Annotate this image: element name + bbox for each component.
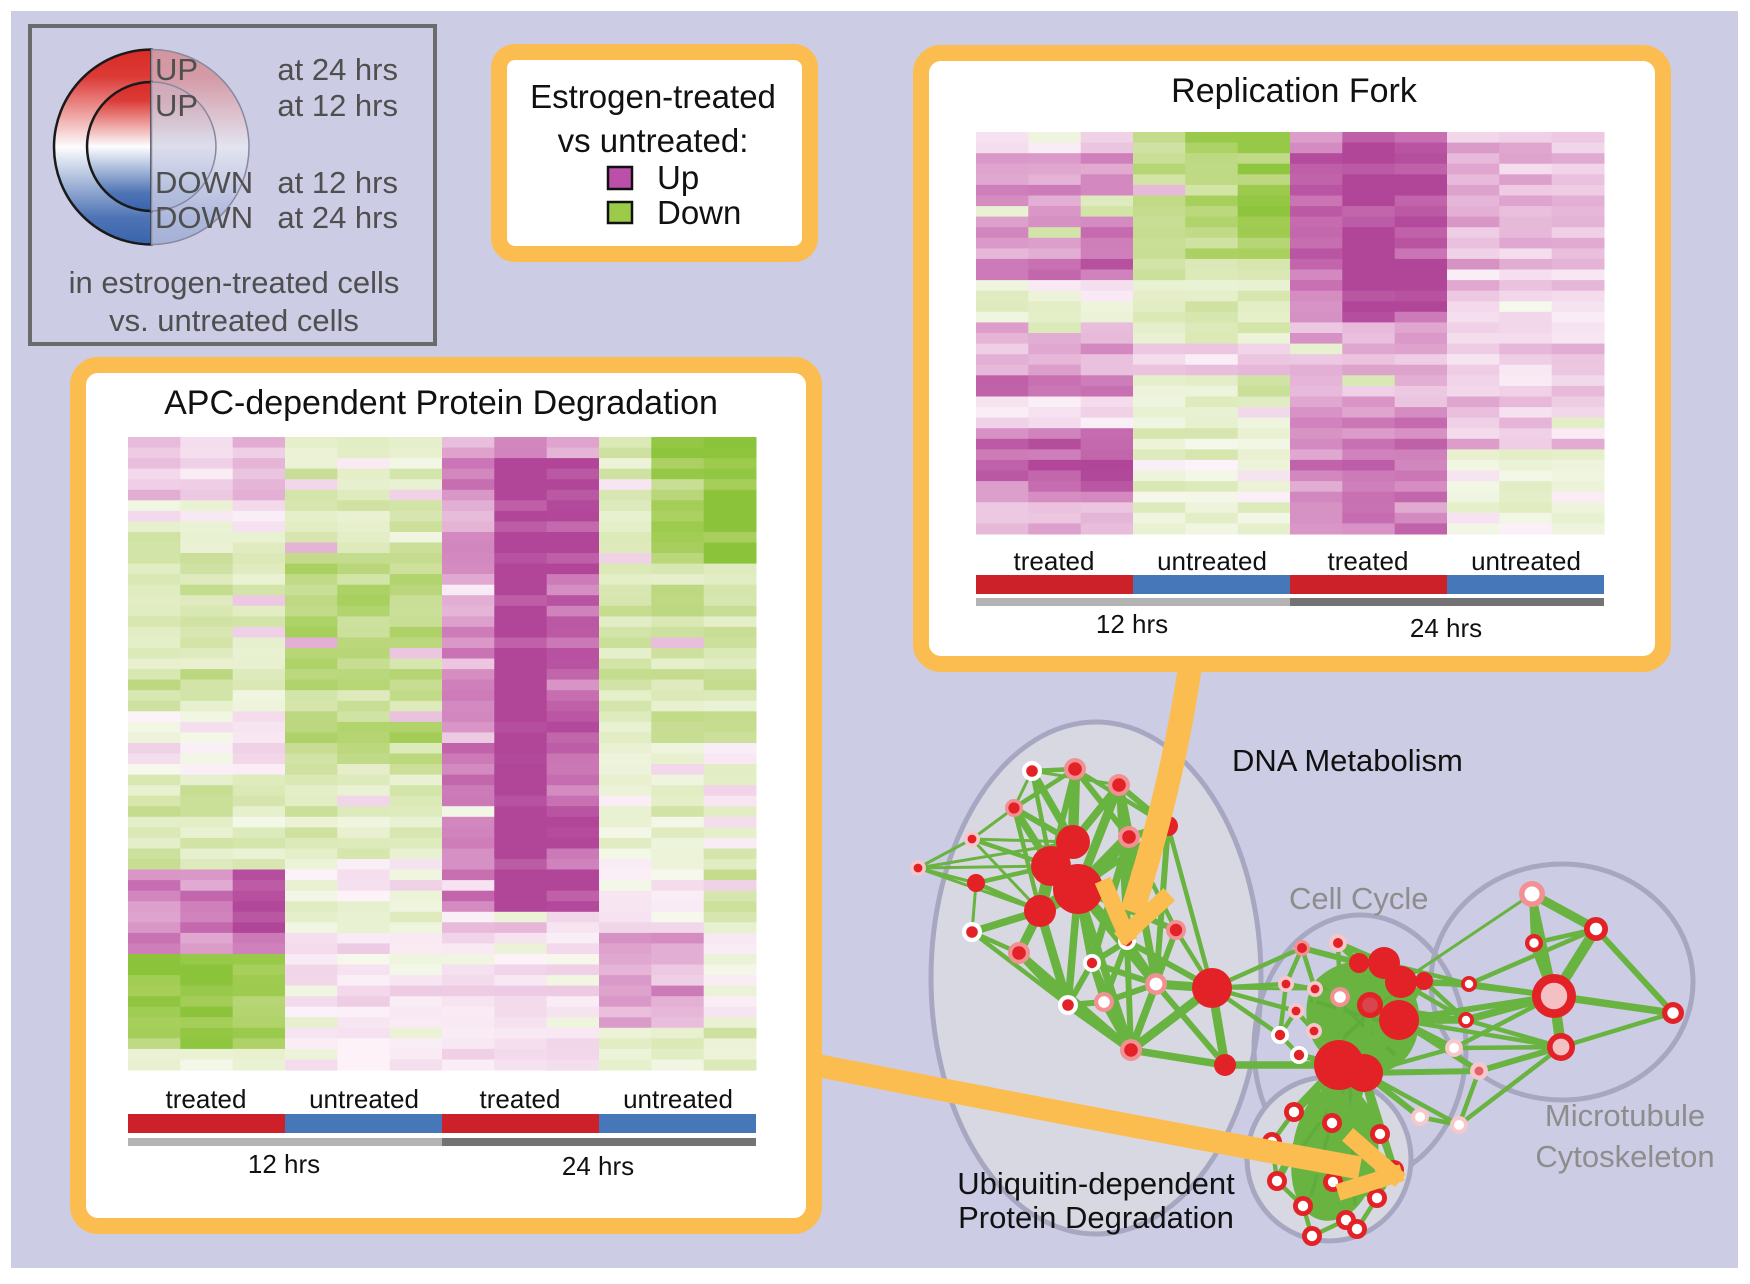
svg-text:Up: Up — [657, 159, 699, 196]
svg-text:Estrogen-treated: Estrogen-treated — [530, 78, 776, 115]
svg-text:at 12 hrs: at 12 hrs — [277, 88, 398, 123]
svg-text:12 hrs: 12 hrs — [1096, 609, 1168, 639]
svg-text:UP: UP — [155, 52, 198, 87]
svg-text:treated: treated — [166, 1084, 247, 1114]
svg-text:Protein Degradation: Protein Degradation — [958, 1200, 1234, 1235]
svg-text:at 12 hrs: at 12 hrs — [277, 165, 398, 200]
svg-text:at 24 hrs: at 24 hrs — [277, 200, 398, 235]
svg-text:untreated: untreated — [1471, 546, 1581, 576]
svg-text:24 hrs: 24 hrs — [562, 1151, 634, 1181]
svg-text:treated: treated — [1014, 546, 1095, 576]
svg-text:Ubiquitin-dependent: Ubiquitin-dependent — [957, 1166, 1235, 1201]
svg-text:treated: treated — [480, 1084, 561, 1114]
svg-text:at 24 hrs: at 24 hrs — [277, 52, 398, 87]
svg-text:DNA Metabolism: DNA Metabolism — [1232, 743, 1463, 778]
svg-text:Microtubule: Microtubule — [1545, 1098, 1705, 1133]
svg-text:DOWN: DOWN — [155, 165, 253, 200]
svg-text:APC-dependent Protein Degradat: APC-dependent Protein Degradation — [164, 384, 718, 422]
svg-text:DOWN: DOWN — [155, 200, 253, 235]
svg-text:Replication Fork: Replication Fork — [1171, 72, 1418, 110]
svg-text:untreated: untreated — [623, 1084, 733, 1114]
svg-text:UP: UP — [155, 88, 198, 123]
svg-text:untreated: untreated — [1157, 546, 1267, 576]
svg-text:Down: Down — [657, 194, 741, 231]
svg-text:Cell Cycle: Cell Cycle — [1289, 881, 1429, 916]
svg-text:24 hrs: 24 hrs — [1410, 613, 1482, 643]
svg-text:untreated: untreated — [309, 1084, 419, 1114]
svg-text:12 hrs: 12 hrs — [248, 1149, 320, 1179]
svg-text:vs. untreated cells: vs. untreated cells — [109, 303, 359, 338]
svg-text:in estrogen-treated cells: in estrogen-treated cells — [69, 265, 400, 300]
svg-text:Cytoskeleton: Cytoskeleton — [1535, 1139, 1714, 1174]
svg-text:treated: treated — [1328, 546, 1409, 576]
svg-text:vs untreated:: vs untreated: — [558, 122, 749, 159]
